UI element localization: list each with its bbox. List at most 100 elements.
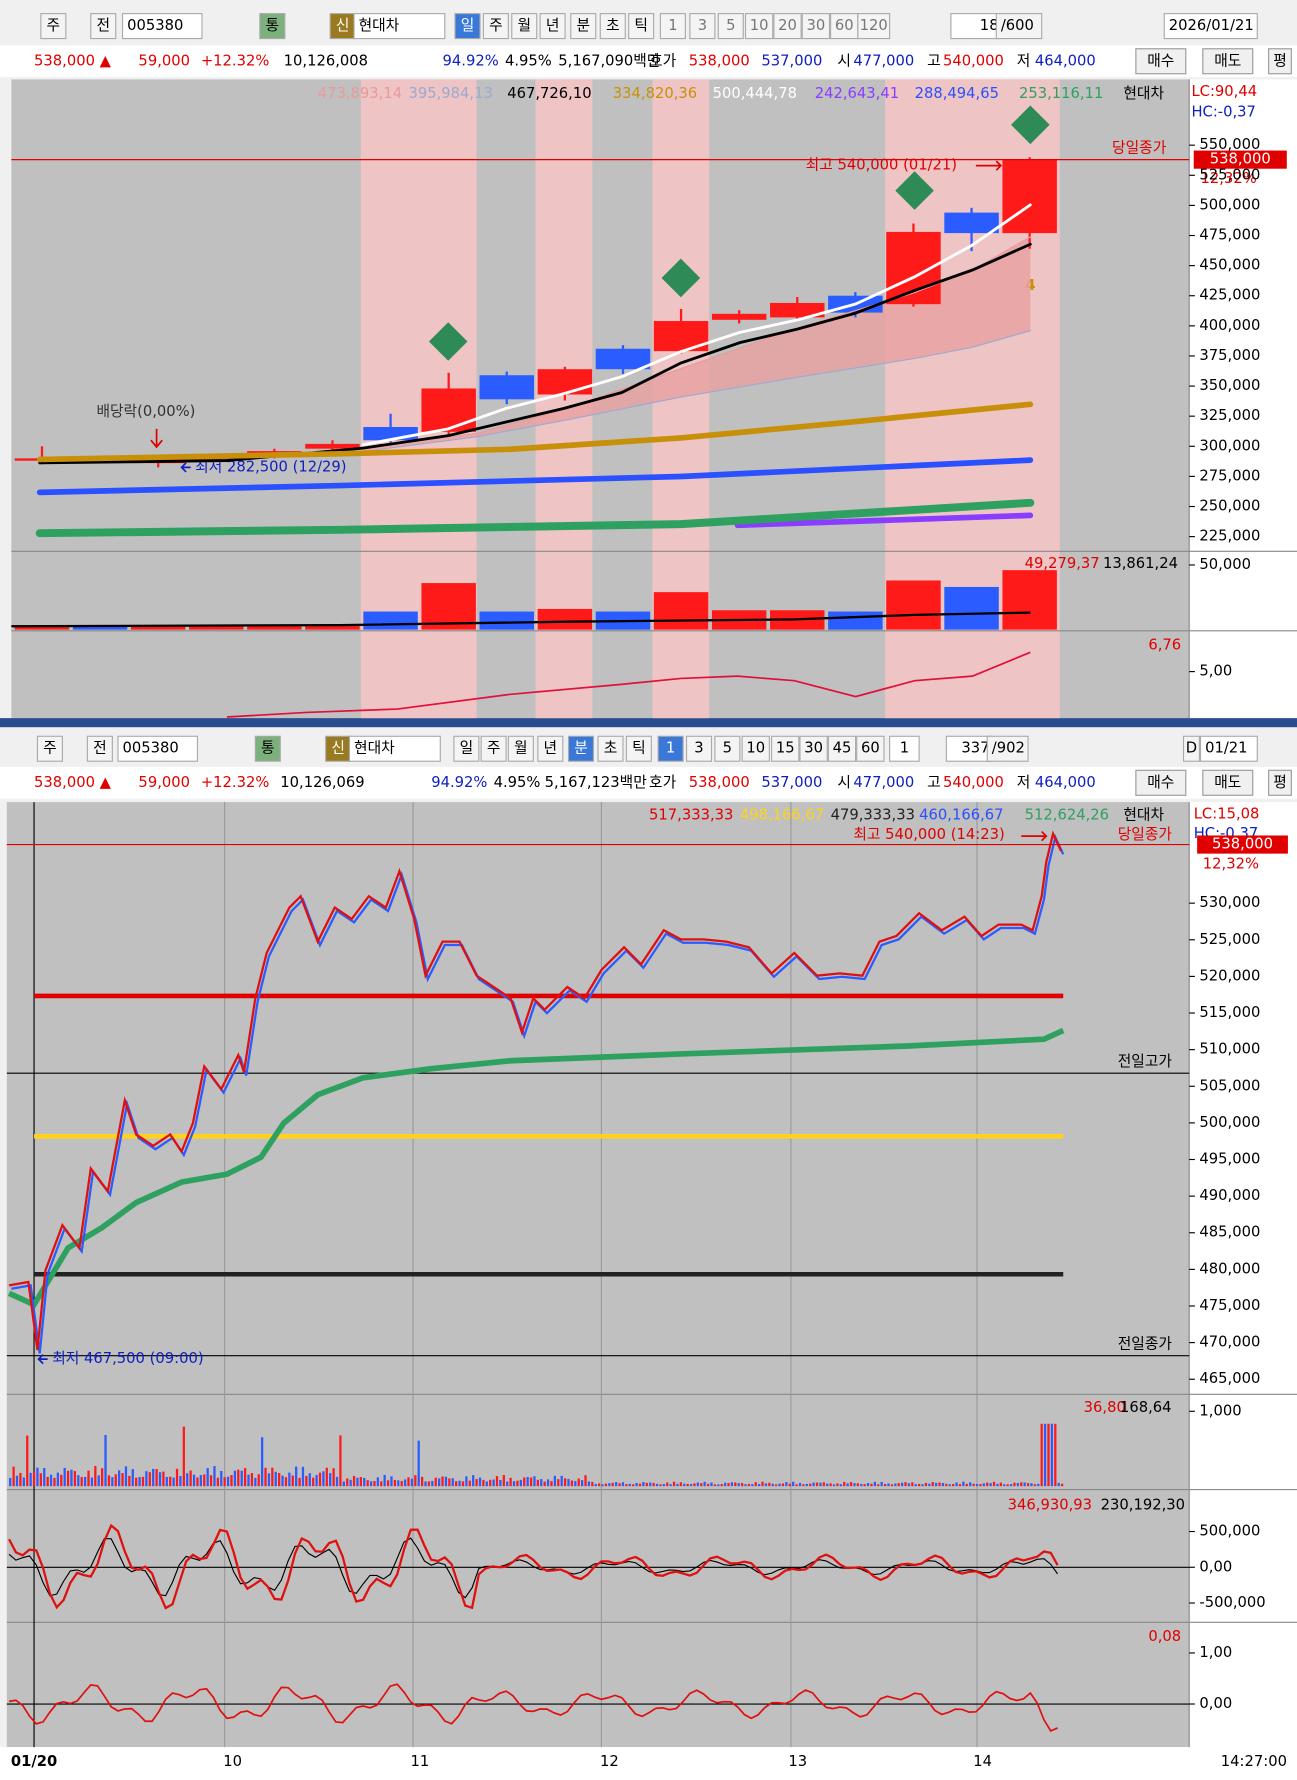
minute-volume-bar (785, 1482, 788, 1487)
minute-volume-bar (121, 1473, 124, 1487)
minute-volume-bar (836, 1483, 839, 1487)
toolbar-button (567, 735, 595, 762)
minute-volume-bar (458, 1480, 461, 1487)
minute-volume-bar (873, 1481, 877, 1487)
minute-volume-bar (798, 1482, 802, 1487)
minute-volume-bar (655, 1483, 659, 1487)
legend-value: 242,643,41 (815, 85, 899, 102)
y-tick-label: 0,00 (1199, 1558, 1232, 1575)
minute-volume-bar (689, 1484, 693, 1487)
momentum-line (8, 1683, 1058, 1732)
toolbar-label: 초 (606, 17, 620, 34)
toolbar-button (717, 13, 744, 40)
volume-bar (944, 586, 999, 630)
minute-volume-bar (32, 1471, 36, 1487)
toolbar-label: 20 (778, 17, 797, 34)
y-tick-label: 465,000 (1199, 1370, 1260, 1387)
toolbar-label: 1 (668, 17, 677, 34)
minute-volume-bar (911, 1482, 914, 1487)
minute-volume-bar (894, 1483, 897, 1487)
legend-value: 460,166,67 (919, 807, 1003, 824)
minute-volume-bar (989, 1483, 992, 1487)
x-tick-label: 14 (973, 1753, 992, 1770)
toolbar-button (254, 735, 281, 762)
minute-volume-bar (339, 1435, 342, 1487)
minute-volume-bar (373, 1480, 376, 1487)
minute-volume-bar (380, 1481, 383, 1487)
minute-volume-bar (519, 1479, 522, 1487)
y-tick-label: 500,000 (1199, 1523, 1260, 1540)
minute-volume-bar (880, 1481, 883, 1487)
toolbar-label: 60 (835, 17, 854, 34)
toolbar-label: 월 (517, 17, 531, 34)
minute-volume-bar (992, 1481, 996, 1487)
minute-volume-bar (444, 1476, 448, 1487)
minute-volume-bar (1013, 1482, 1016, 1487)
toolbar-label: 1 (900, 740, 909, 757)
volume-bar (1002, 570, 1057, 630)
toolbar-button (689, 13, 716, 40)
toolbar-button (453, 735, 480, 762)
toolbar-button (950, 13, 1002, 40)
minute-volume-bar (771, 1483, 774, 1487)
quote-item: 저 (1017, 52, 1031, 69)
minute-volume-bar (611, 1482, 614, 1487)
minute-volume-bar (938, 1482, 941, 1487)
minute-volume-bar (642, 1482, 645, 1487)
toolbar-button (856, 735, 885, 762)
minute-volume-bar (740, 1483, 744, 1487)
minute-volume-bar (628, 1483, 631, 1487)
indicator-line (226, 651, 1031, 718)
toolbar-button (259, 13, 286, 40)
minute-volume-bar (635, 1482, 638, 1487)
minute-volume-bar (12, 1466, 15, 1487)
minute-volume-bar (543, 1481, 546, 1487)
minute-volume-bar (478, 1477, 482, 1487)
toolbar-button (685, 735, 713, 762)
minute-volume-bar (744, 1484, 747, 1487)
minute-volume-bar (461, 1481, 465, 1487)
osc-legend: 230,192,30 (1101, 1496, 1185, 1513)
minute-volume-bar (621, 1482, 625, 1487)
minute-volume-bar (883, 1483, 887, 1487)
minute-volume-bar (206, 1468, 209, 1487)
x-tick-label: 13 (788, 1753, 807, 1770)
minute-volume-bar (213, 1466, 216, 1487)
minute-volume-bar (1050, 1423, 1054, 1487)
minute-volume-bar (468, 1480, 471, 1487)
y-tick-label: 50,000 (1199, 556, 1251, 573)
minute-volume-bar (679, 1482, 682, 1487)
minute-volume-bar (63, 1467, 66, 1487)
minute-volume-bar (638, 1483, 642, 1487)
minute-volume-bar (717, 1484, 720, 1487)
minute-volume-bar (645, 1482, 648, 1487)
quote-item: 5,167,090백만 (558, 52, 661, 69)
minute-volume-bar (451, 1478, 454, 1487)
minute-volume-bar (114, 1474, 117, 1487)
quote-item: +12.32% (201, 774, 270, 791)
minute-volume-bar (587, 1481, 591, 1487)
toolbar-button (830, 13, 859, 40)
minute-volume-bar (438, 1478, 441, 1487)
minute-volume-bar (1054, 1423, 1057, 1487)
toolbar-button (625, 735, 652, 762)
quote-item: 호가 (649, 774, 677, 791)
volume-bar (828, 611, 883, 630)
minute-volume-bar (237, 1469, 240, 1487)
prev-close-label: 전일종가 (1118, 1335, 1173, 1352)
minute-volume-bar (1020, 1482, 1023, 1487)
minute-volume-bar (526, 1477, 529, 1487)
minute-volume-bar (53, 1477, 56, 1487)
momentum-legend: 0,08 (1148, 1628, 1181, 1645)
close-label: 당일종가 (1112, 140, 1167, 157)
toolbar-label: 일 (461, 17, 475, 34)
minute-volume-bar (703, 1481, 706, 1487)
quote-bar (0, 766, 1297, 799)
minute-volume-bar (1060, 1483, 1064, 1487)
minute-volume-bar (369, 1481, 373, 1487)
legend-value: 517,333,33 (649, 807, 733, 824)
minute-volume-bar (666, 1482, 669, 1487)
y-tick-label: -500,000 (1199, 1594, 1265, 1611)
toolbar-label: D (1186, 740, 1197, 757)
minute-volume-bar (822, 1482, 825, 1487)
